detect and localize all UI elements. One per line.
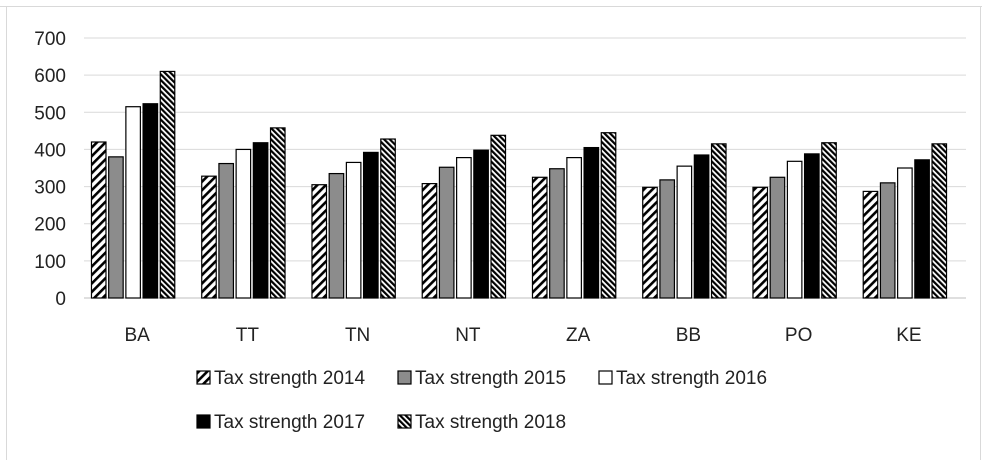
bar-tn-2018 xyxy=(380,138,396,299)
frame-border-top xyxy=(0,6,982,7)
x-tick-label: TT xyxy=(236,325,260,346)
y-tick-label: 0 xyxy=(55,289,66,310)
y-tick-label: 600 xyxy=(34,66,66,87)
y-tick-label: 700 xyxy=(34,29,66,50)
x-tick-label: PO xyxy=(785,325,812,346)
legend-label: Tax strength 2016 xyxy=(616,368,767,389)
legend-swatch xyxy=(196,414,211,429)
legend-label: Tax strength 2015 xyxy=(415,368,566,389)
bar-po-2016 xyxy=(786,160,803,299)
bar-nt-2014 xyxy=(421,183,438,299)
bar-bb-2016 xyxy=(676,165,693,299)
bar-ke-2018 xyxy=(931,143,948,299)
bar-ke-2014 xyxy=(862,190,879,299)
legend-label: Tax strength 2018 xyxy=(415,412,566,433)
bar-po-2014 xyxy=(752,186,769,299)
x-tick-label: BB xyxy=(676,325,701,346)
bar-nt-2015 xyxy=(438,166,455,299)
bar-po-2018 xyxy=(821,142,837,299)
bar-bb-2017 xyxy=(693,154,710,299)
legend-swatch xyxy=(397,370,412,385)
frame-border-right xyxy=(980,6,981,460)
bar-za-2017 xyxy=(583,146,600,299)
bar-bb-2014 xyxy=(642,186,658,299)
bar-tn-2014 xyxy=(311,184,328,299)
bar-tt-2017 xyxy=(252,142,269,299)
y-tick-label: 500 xyxy=(34,103,66,124)
bar-ke-2015 xyxy=(879,182,896,299)
bar-nt-2016 xyxy=(456,157,472,299)
bar-bb-2015 xyxy=(659,179,676,299)
y-tick-label: 100 xyxy=(34,252,66,273)
x-tick-label: KE xyxy=(896,325,921,346)
y-tick-label: 300 xyxy=(34,178,66,199)
legend-label: Tax strength 2017 xyxy=(214,412,365,433)
legend-swatch xyxy=(196,370,211,385)
bar-za-2018 xyxy=(600,132,617,299)
bar-ba-2018 xyxy=(159,70,176,299)
bar-bb-2018 xyxy=(710,143,727,299)
bar-tt-2015 xyxy=(218,162,235,299)
legend-swatch xyxy=(397,414,412,429)
bar-tn-2017 xyxy=(362,151,379,299)
legend-label: Tax strength 2014 xyxy=(214,368,365,389)
bar-tn-2016 xyxy=(345,161,362,299)
bar-ba-2014 xyxy=(90,141,107,299)
bar-ba-2015 xyxy=(108,156,124,299)
x-tick-label: NT xyxy=(455,325,481,346)
bar-po-2017 xyxy=(803,153,820,299)
bar-ba-2017 xyxy=(142,103,159,299)
bar-nt-2017 xyxy=(473,149,489,299)
x-tick-label: TN xyxy=(345,325,370,346)
bar-tn-2015 xyxy=(328,172,345,299)
bar-za-2016 xyxy=(566,157,582,299)
bar-za-2015 xyxy=(549,168,565,299)
y-tick-label: 200 xyxy=(34,215,66,236)
bar-tt-2018 xyxy=(269,127,286,299)
bar-ke-2017 xyxy=(914,159,930,299)
legend-swatch xyxy=(598,370,613,385)
y-tick-label: 400 xyxy=(34,140,66,161)
bar-ba-2016 xyxy=(125,106,141,299)
frame-border-left xyxy=(6,6,7,460)
bar-nt-2018 xyxy=(490,134,507,299)
x-tick-label: BA xyxy=(124,325,150,346)
bar-po-2015 xyxy=(769,176,786,299)
x-tick-label: ZA xyxy=(566,325,591,346)
bar-tt-2016 xyxy=(235,148,252,299)
bar-ke-2016 xyxy=(897,167,913,299)
bar-za-2014 xyxy=(531,176,548,299)
bar-tt-2014 xyxy=(201,175,217,299)
